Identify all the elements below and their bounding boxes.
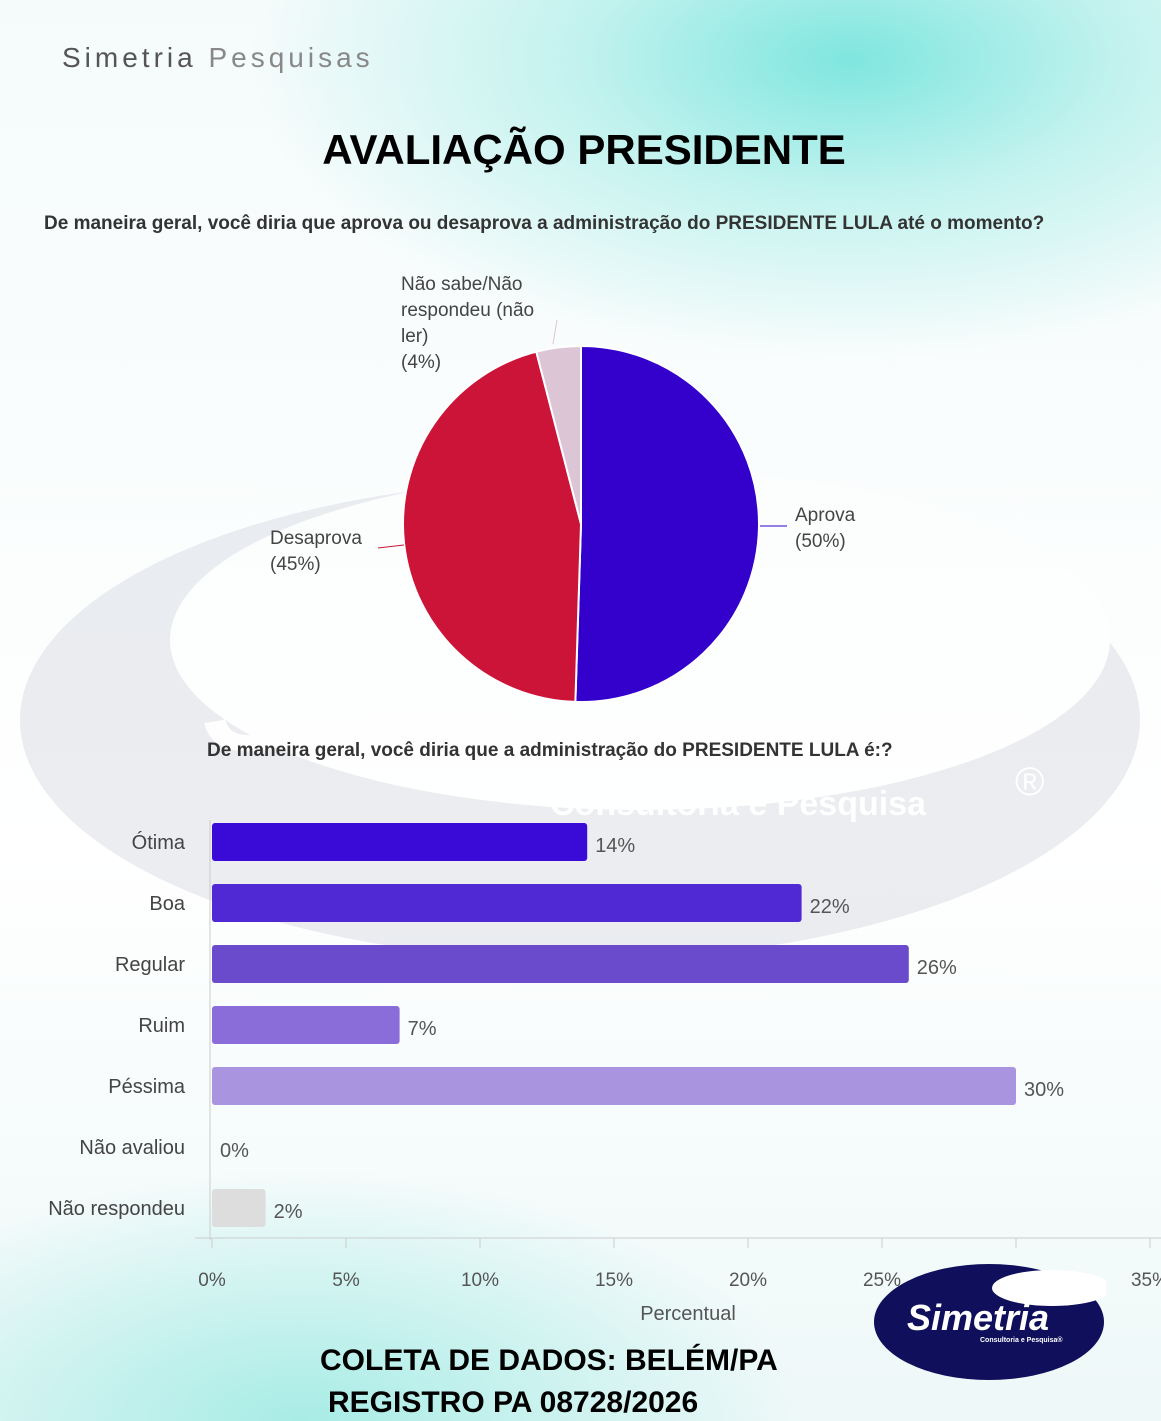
watermark-sub: Consultoria e Pesquisa — [550, 785, 927, 823]
x-tick-label: 20% — [729, 1270, 767, 1291]
desaprova-leader — [377, 544, 405, 549]
x-tick-label: 5% — [332, 1270, 360, 1291]
bar — [212, 884, 802, 922]
x-tick-label: 10% — [461, 1270, 499, 1291]
watermark-mark: ® — [1015, 760, 1044, 804]
bar-value-label: 30% — [1024, 1079, 1064, 1101]
bar-category-label: Não respondeu — [48, 1198, 185, 1220]
brand-a: Simetria — [62, 42, 197, 73]
bar-value-label: 26% — [917, 957, 957, 979]
bar-chart: 0% 5% 10% 15% 20% 25% 30% 35% Ótima 14% Boa 22% Regu… — [48, 820, 1161, 1325]
x-tick-label: 35% — [1131, 1270, 1161, 1291]
bar-category-label: Ótima — [132, 831, 186, 854]
bar-category-label: Regular — [115, 954, 185, 976]
simetria-logo: Simetria Consultoria e Pesquisa® — [874, 1264, 1106, 1380]
bar-category-label: Não avaliou — [79, 1137, 185, 1159]
brand-b: Pesquisas — [208, 42, 374, 73]
desaprova-value: (45%) — [270, 554, 321, 575]
bar — [212, 823, 588, 861]
pie-title: De maneira geral, você diria que aprova … — [44, 213, 1045, 234]
pie-slice-1 — [402, 350, 583, 703]
bar-value-label: 14% — [595, 835, 635, 857]
bar — [212, 945, 909, 983]
pie-slice-2 — [535, 344, 582, 525]
bar-value-label: 22% — [810, 896, 850, 918]
footer-collection: COLETA DE DADOS: BELÉM/PA — [320, 1344, 778, 1377]
logo-sub: Consultoria e Pesquisa® — [980, 1336, 1063, 1344]
brand: Simetria Pesquisas — [62, 42, 374, 74]
x-tick-label: 0% — [198, 1270, 226, 1291]
nsnr-leader — [552, 319, 558, 345]
bar-value-label: 0% — [220, 1140, 249, 1162]
logo-text: Simetria — [907, 1297, 1049, 1338]
bar-value-label: 2% — [274, 1201, 303, 1223]
x-tick-label: 15% — [595, 1270, 633, 1291]
nsnr-label: Não sabe/Não respondeu (não ler) — [401, 274, 534, 347]
bar-category-label: Péssima — [108, 1076, 186, 1098]
page-title: AVALIAÇÃO PRESIDENTE — [322, 126, 846, 173]
footer-registration: REGISTRO PA 08728/2026 — [328, 1386, 699, 1419]
bar-title: De maneira geral, você diria que a admin… — [207, 740, 893, 761]
bar — [212, 1006, 400, 1044]
pie-slice-0 — [574, 344, 760, 703]
aprova-label: Aprova — [795, 505, 856, 526]
x-axis-label: Percentual — [640, 1303, 736, 1325]
desaprova-label: Desaprova — [270, 528, 362, 549]
bar-value-label: 7% — [408, 1018, 437, 1040]
bar-category-label: Boa — [149, 893, 185, 915]
nsnr-value: (4%) — [401, 352, 441, 373]
aprova-value: (50%) — [795, 531, 846, 552]
x-tick-label: 25% — [863, 1270, 901, 1291]
bar — [212, 1067, 1016, 1105]
pie-chart: Aprova (50%) Desaprova (45%) Não sabe/Nã… — [270, 274, 856, 703]
bar — [212, 1189, 266, 1227]
bar-category-label: Ruim — [138, 1015, 185, 1037]
